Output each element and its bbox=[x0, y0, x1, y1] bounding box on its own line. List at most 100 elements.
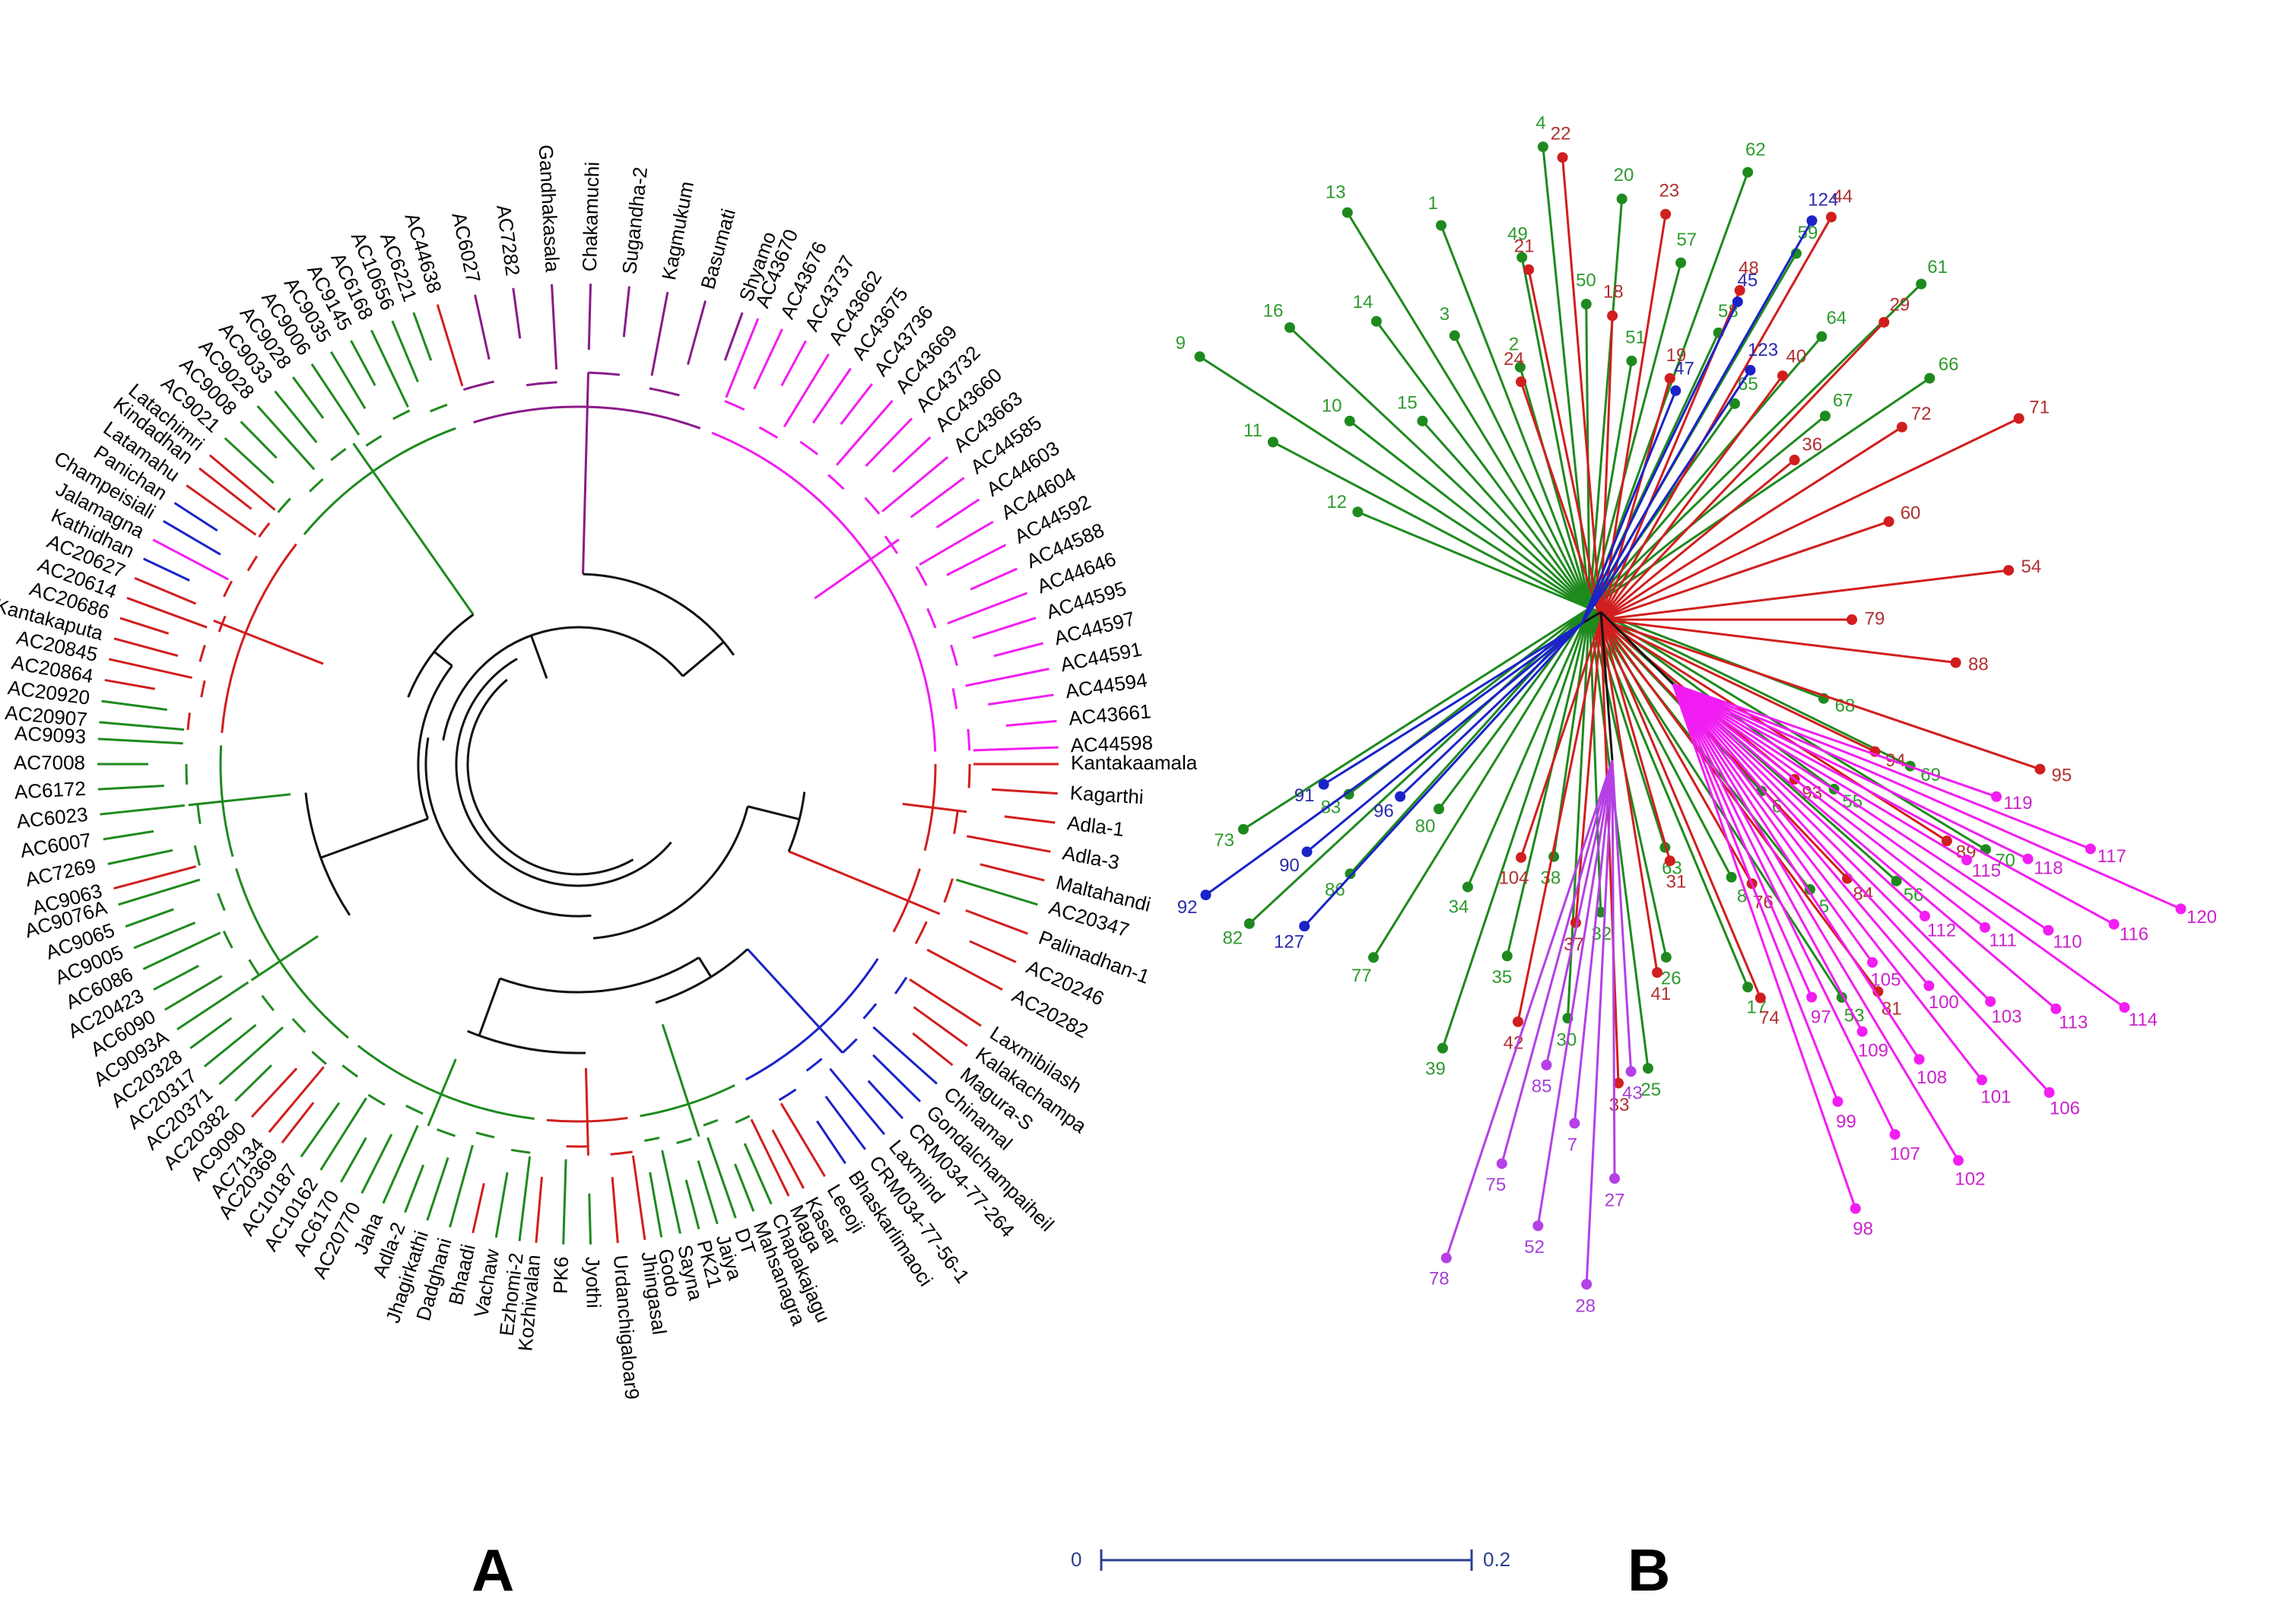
leaf-label-gandhakasala: Gandhakasala bbox=[535, 144, 564, 274]
subclade-connector bbox=[185, 763, 189, 785]
tip-label-117: 117 bbox=[2098, 846, 2126, 867]
leaf-branch bbox=[108, 658, 192, 679]
leaf-label-ac9093: AC9093 bbox=[14, 722, 86, 748]
subclade-connector bbox=[248, 959, 260, 976]
tip-node-24 bbox=[1516, 376, 1527, 388]
tip-branch-42 bbox=[1516, 619, 1602, 1023]
tip-node-96 bbox=[1395, 791, 1406, 802]
tip-branch-12 bbox=[1357, 510, 1590, 610]
tip-node-36 bbox=[1789, 455, 1800, 466]
tip-branch-75 bbox=[1500, 760, 1614, 1164]
tip-label-80: 80 bbox=[1415, 816, 1436, 836]
tip-branch-71 bbox=[1600, 417, 2020, 621]
subclade-connector bbox=[967, 728, 971, 751]
leaf-branch bbox=[707, 1137, 737, 1219]
leaf-branch bbox=[588, 1193, 592, 1245]
leaf-branch bbox=[723, 312, 744, 361]
leaf-branch bbox=[218, 1026, 284, 1085]
subclade-connector bbox=[724, 400, 745, 411]
tip-node-22 bbox=[1557, 152, 1568, 163]
subclade-connector bbox=[198, 645, 206, 662]
tip-branch-30 bbox=[1566, 607, 1591, 1019]
tip-label-31: 31 bbox=[1666, 871, 1687, 892]
subclade-connector bbox=[186, 712, 191, 731]
tip-branch-3 bbox=[1453, 335, 1591, 609]
tip-node-4 bbox=[1537, 141, 1548, 153]
leaf-label-ac7008: AC7008 bbox=[14, 751, 85, 774]
tip-node-33 bbox=[1613, 1077, 1624, 1089]
clade-link bbox=[352, 442, 374, 472]
leaf-branch bbox=[208, 454, 276, 511]
tip-label-120: 120 bbox=[2186, 907, 2217, 928]
tip-label-39: 39 bbox=[1425, 1058, 1446, 1079]
leaf-branch bbox=[281, 1102, 315, 1143]
tip-label-118: 118 bbox=[2034, 858, 2063, 878]
tip-branch-22 bbox=[1561, 157, 1602, 620]
leaf-branch bbox=[198, 467, 252, 510]
clade-stem bbox=[372, 471, 475, 616]
leaf-label-kagmukum: Kagmukum bbox=[657, 179, 698, 282]
leaf-branch bbox=[725, 318, 760, 398]
tip-branch-52 bbox=[1536, 760, 1614, 1226]
tip-label-64: 64 bbox=[1826, 308, 1847, 328]
subclade-connector bbox=[309, 478, 324, 493]
clade-stem bbox=[814, 558, 872, 600]
tip-label-49: 49 bbox=[1507, 224, 1528, 244]
leaf-branch bbox=[912, 1032, 954, 1067]
tip-node-35 bbox=[1501, 950, 1513, 962]
tip-node-23 bbox=[1660, 208, 1672, 220]
tip-label-28: 28 bbox=[1575, 1296, 1596, 1316]
tip-label-43: 43 bbox=[1622, 1083, 1643, 1104]
leaf-branch bbox=[319, 1097, 367, 1171]
leaf-branch bbox=[687, 300, 707, 365]
leaf-branch bbox=[134, 577, 197, 605]
tip-branch-67 bbox=[1589, 414, 1826, 610]
tip-node-48 bbox=[1734, 284, 1745, 296]
tip-node-18 bbox=[1607, 310, 1618, 322]
tip-node-14 bbox=[1370, 316, 1382, 327]
trunk-violet bbox=[1599, 611, 1614, 761]
leaf-branch bbox=[910, 477, 965, 519]
tip-branch-25 bbox=[1588, 607, 1650, 1069]
leaf-label-basumati: Basumati bbox=[696, 206, 740, 291]
leaf-branch bbox=[186, 484, 257, 536]
tip-label-98: 98 bbox=[1853, 1219, 1873, 1239]
subclade-connector bbox=[951, 688, 958, 709]
subclade-connector bbox=[588, 371, 621, 376]
tip-label-51: 51 bbox=[1625, 327, 1646, 347]
leaf-branch bbox=[872, 1026, 938, 1085]
subclade-connector bbox=[223, 580, 233, 598]
leaf-branch bbox=[99, 721, 185, 731]
tip-node-75 bbox=[1496, 1158, 1507, 1169]
backbone-ring bbox=[424, 737, 592, 918]
leaf-branch bbox=[988, 693, 1054, 706]
clade-stem bbox=[746, 948, 821, 1029]
leaf-branch bbox=[474, 294, 491, 360]
leaf-branch bbox=[292, 376, 325, 419]
tip-label-60: 60 bbox=[1901, 503, 1921, 524]
leaf-branch bbox=[972, 617, 1037, 639]
leaf-branch bbox=[100, 804, 186, 816]
subclade-connector bbox=[222, 931, 233, 949]
backbone-stem bbox=[747, 805, 800, 821]
tip-label-21: 21 bbox=[1514, 236, 1535, 257]
tip-branch-114 bbox=[1672, 683, 2126, 1009]
tip-branch-108 bbox=[1672, 684, 1920, 1061]
tip-node-50 bbox=[1580, 299, 1592, 310]
backbone-stem bbox=[697, 956, 713, 978]
tip-node-41 bbox=[1652, 967, 1663, 979]
clade-link bbox=[818, 1026, 844, 1054]
tip-label-91: 91 bbox=[1294, 785, 1315, 806]
leaf-branch bbox=[892, 436, 932, 473]
tip-branch-109 bbox=[1672, 684, 1863, 1032]
leaf-branch bbox=[300, 1102, 341, 1158]
backbone-arc bbox=[583, 573, 735, 656]
leaf-label-kantakaamala: Kantakaamala bbox=[1071, 751, 1198, 774]
tip-branch-77 bbox=[1372, 607, 1591, 959]
tip-branch-112 bbox=[1672, 683, 1926, 917]
leaf-branch bbox=[97, 737, 183, 745]
leaf-branch bbox=[118, 878, 201, 906]
tip-branch-94 bbox=[1600, 618, 1876, 753]
tip-node-90 bbox=[1301, 846, 1313, 858]
tip-branch-66 bbox=[1589, 377, 1931, 610]
